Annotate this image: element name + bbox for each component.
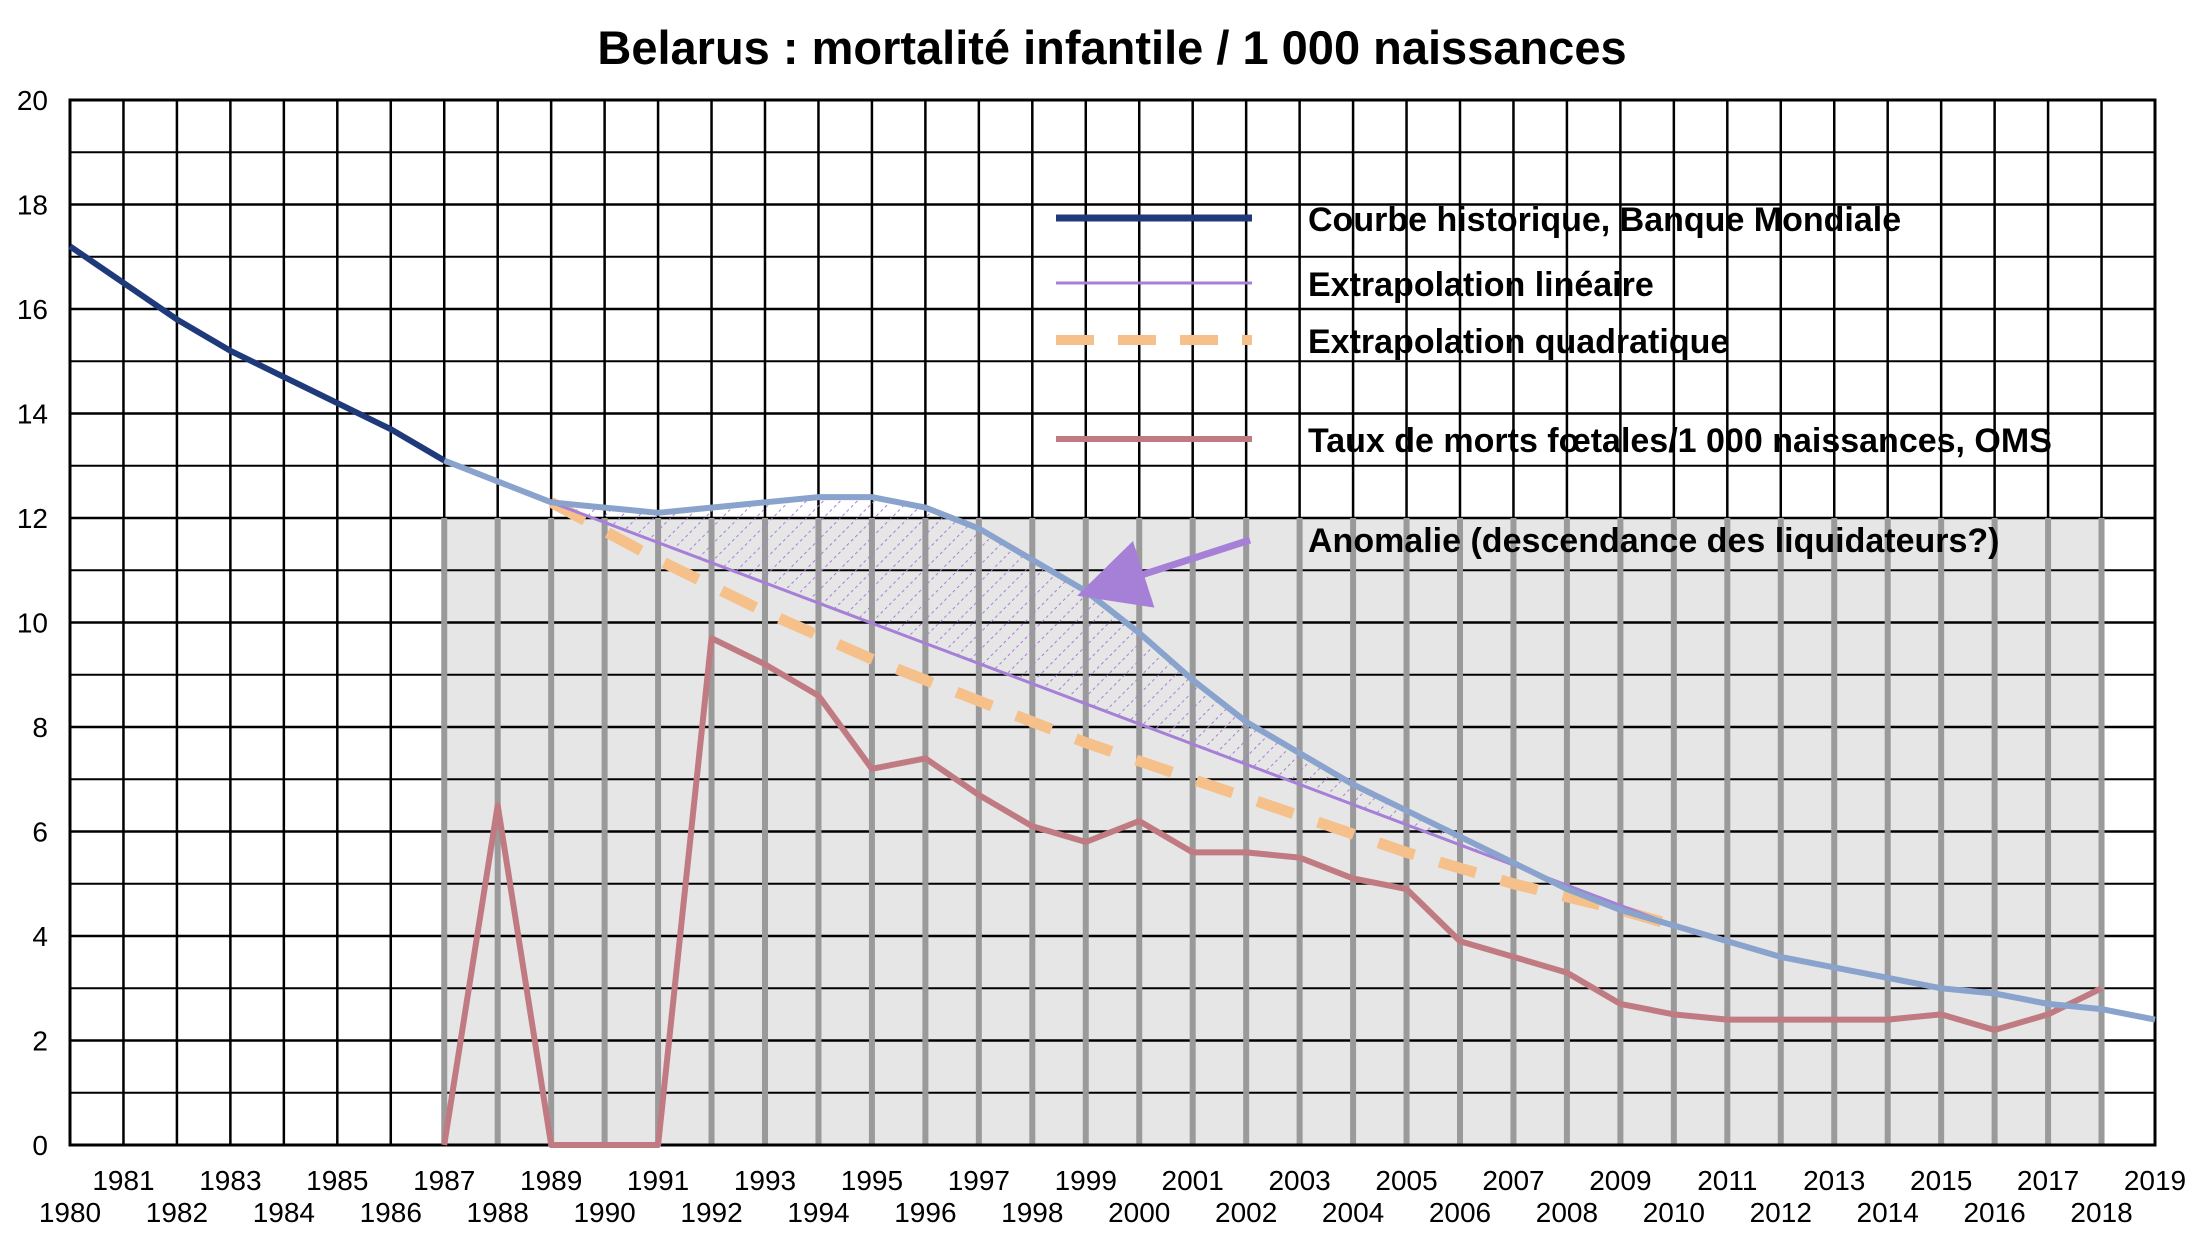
x-tick-label: 1986 — [360, 1197, 422, 1228]
legend-label-lineaire: Extrapolation linéaire — [1308, 266, 1654, 304]
legend-label-historique: Courbe historique, Banque Mondiale — [1308, 201, 1901, 239]
x-tick-label: 1985 — [306, 1165, 368, 1196]
legend: Courbe historique, Banque Mondiale Extra… — [1056, 201, 2052, 560]
x-tick-label: 1992 — [680, 1197, 742, 1228]
x-tick-label: 1981 — [92, 1165, 154, 1196]
x-tick-label: 2004 — [1322, 1197, 1384, 1228]
y-tick-label: 6 — [32, 817, 48, 848]
anomaly-arrow — [1077, 536, 1252, 608]
x-tick-label: 2011 — [1697, 1165, 1757, 1196]
x-tick-label: 2005 — [1375, 1165, 1437, 1196]
x-tick-label: 2002 — [1215, 1197, 1277, 1228]
series-layer — [68, 243, 2156, 1148]
x-tick-label: 2012 — [1750, 1197, 1812, 1228]
x-tick-label: 1991 — [627, 1165, 689, 1196]
series-historique-line-early — [68, 243, 446, 464]
x-tick-label: 2015 — [1910, 1165, 1972, 1196]
x-tick-label: 1997 — [948, 1165, 1010, 1196]
x-tick-label: 1990 — [573, 1197, 635, 1228]
y-tick-label: 2 — [32, 1026, 48, 1057]
x-tick-label: 1989 — [520, 1165, 582, 1196]
x-tick-label: 1995 — [841, 1165, 903, 1196]
x-tick-label: 1994 — [787, 1197, 849, 1228]
x-tick-label: 2008 — [1536, 1197, 1598, 1228]
x-tick-label: 2006 — [1429, 1197, 1491, 1228]
y-tick-label: 20 — [17, 85, 48, 116]
x-tick-label: 1998 — [1001, 1197, 1063, 1228]
x-tick-label: 1980 — [39, 1197, 101, 1228]
axis-labels: 0246810121416182019801981198219831984198… — [17, 85, 2186, 1228]
x-tick-label: 2018 — [2070, 1197, 2132, 1228]
legend-label-quadratique: Extrapolation quadratique — [1308, 323, 1729, 361]
x-tick-label: 2010 — [1643, 1197, 1705, 1228]
series-quadratique-line — [548, 497, 1676, 931]
y-tick-label: 8 — [32, 712, 48, 743]
plot-frame — [68, 98, 2157, 1147]
y-tick-label: 14 — [17, 399, 48, 430]
x-tick-label: 1982 — [146, 1197, 208, 1228]
legend-label-foetales: Taux de morts fœtales/1 000 naissances, … — [1308, 422, 2052, 460]
x-tick-label: 1999 — [1055, 1165, 1117, 1196]
series-lineaire-line — [550, 500, 1675, 927]
x-tick-label: 2014 — [1857, 1197, 1919, 1228]
y-tick-label: 10 — [17, 608, 48, 639]
chart-title: Belarus : mortalité infantile / 1 000 na… — [597, 21, 1626, 74]
legend-label-anomalie: Anomalie (descendance des liquidateurs?) — [1308, 522, 2000, 560]
x-tick-label: 1987 — [413, 1165, 475, 1196]
annotation-layer — [1077, 536, 1252, 608]
series-foetales-line — [441, 635, 2103, 1148]
x-tick-label: 2013 — [1803, 1165, 1865, 1196]
y-tick-label: 16 — [17, 294, 48, 325]
series-historique-line-late — [443, 457, 2156, 1023]
x-tick-label: 1988 — [467, 1197, 529, 1228]
x-tick-label: 2017 — [2017, 1165, 2079, 1196]
y-tick-label: 18 — [17, 190, 48, 221]
x-tick-label: 2019 — [2124, 1165, 2186, 1196]
x-tick-label: 2000 — [1108, 1197, 1170, 1228]
x-tick-label: 2001 — [1162, 1165, 1224, 1196]
x-tick-label: 1996 — [894, 1197, 956, 1228]
x-tick-label: 2016 — [1963, 1197, 2025, 1228]
y-tick-label: 4 — [32, 921, 48, 952]
x-tick-label: 1984 — [253, 1197, 315, 1228]
x-tick-label: 2009 — [1589, 1165, 1651, 1196]
x-tick-label: 2003 — [1268, 1165, 1330, 1196]
x-tick-label: 2007 — [1482, 1165, 1544, 1196]
x-tick-label: 1983 — [199, 1165, 261, 1196]
x-tick-label: 1993 — [734, 1165, 796, 1196]
y-tick-label: 0 — [32, 1130, 48, 1161]
y-tick-label: 12 — [17, 503, 48, 534]
